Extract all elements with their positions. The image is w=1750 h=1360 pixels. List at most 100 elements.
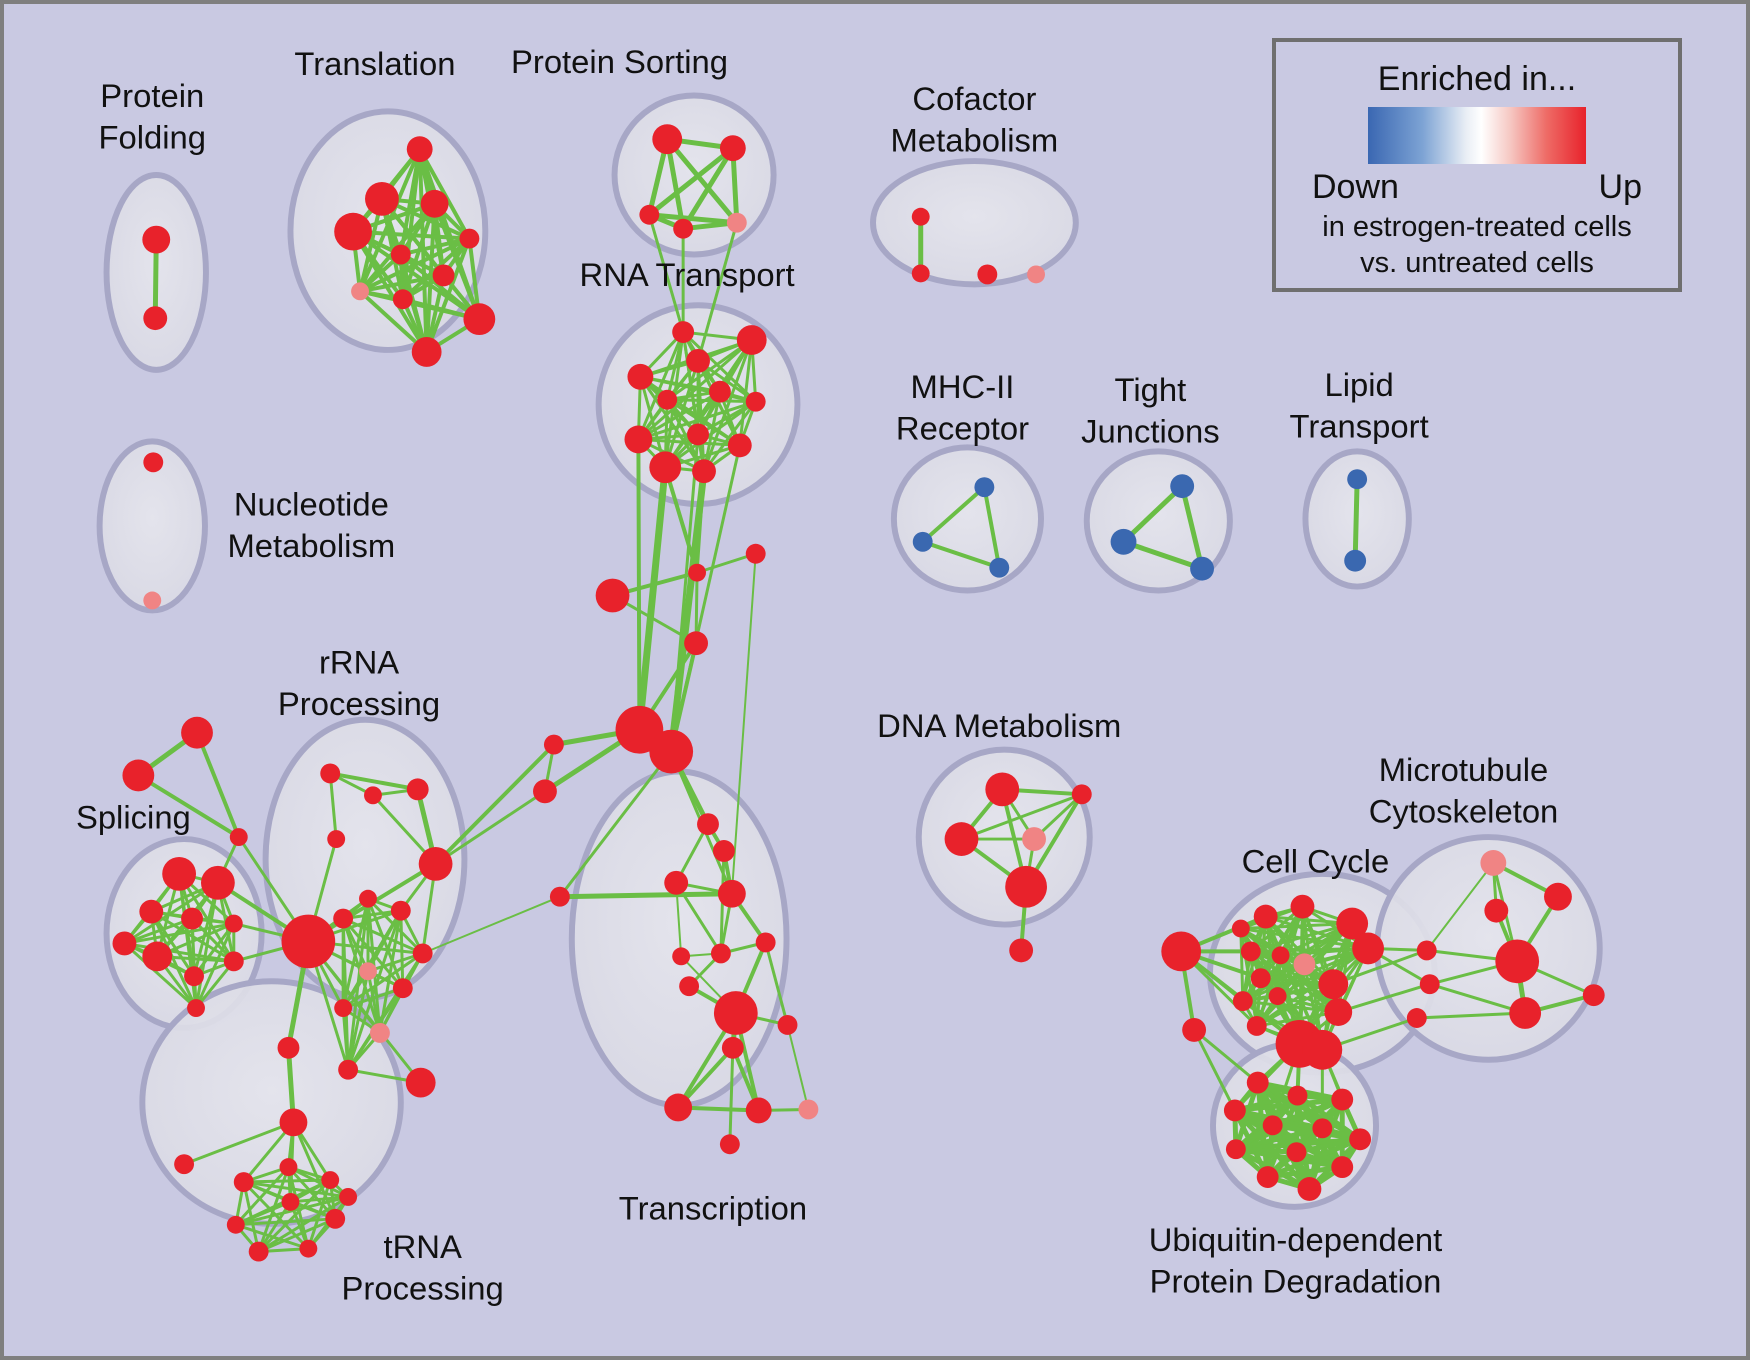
edge — [696, 221, 739, 363]
gene-set-node — [911, 264, 930, 283]
edge — [1270, 1122, 1345, 1170]
edge — [702, 400, 758, 473]
edge — [432, 201, 482, 322]
gene-set-node — [745, 391, 766, 412]
edge — [695, 552, 758, 575]
gene-set-node — [692, 459, 716, 484]
edge — [702, 390, 722, 473]
edge — [636, 400, 758, 441]
cluster-label-mhc-ii-receptor: MHC-II Receptor — [896, 368, 1029, 446]
gene-set-node — [320, 763, 341, 784]
gene-set-node — [233, 1172, 254, 1192]
gene-set-node — [248, 1241, 269, 1262]
edge — [702, 338, 754, 473]
cluster-ellipse-cofactor-metabolism — [870, 158, 1079, 288]
edge — [358, 236, 472, 294]
gene-set-node — [627, 363, 654, 390]
gene-set-node — [229, 828, 248, 847]
gene-set-node — [1582, 984, 1605, 1007]
gene-set-node — [432, 264, 455, 287]
edge — [730, 552, 757, 895]
gene-set-node — [736, 325, 767, 355]
gene-set-node — [112, 931, 137, 956]
gene-set-node — [684, 631, 708, 656]
network-canvas: Protein Folding Translation Protein Sorting… — [76, 43, 1605, 1306]
gene-set-node — [672, 947, 691, 966]
edge — [136, 773, 241, 840]
gene-set-node — [686, 348, 710, 373]
gene-set-node — [420, 189, 449, 218]
cluster-label-cell-cycle: Cell Cycle — [1242, 842, 1390, 879]
edge — [1239, 927, 1245, 1003]
edge — [194, 959, 236, 1010]
edge — [636, 390, 722, 441]
gene-set-node — [359, 962, 377, 981]
edge — [328, 771, 420, 792]
edge — [424, 236, 472, 354]
gene-set-node — [1331, 1156, 1354, 1179]
gene-set-node — [418, 847, 453, 881]
gene-set-node — [1347, 469, 1368, 490]
edge — [341, 1006, 350, 1072]
gene-set-node — [405, 1067, 436, 1098]
gene-set-node — [1268, 987, 1287, 1006]
gene-set-node — [672, 321, 695, 343]
gene-set-node — [649, 729, 694, 774]
edge — [638, 375, 706, 473]
edge — [122, 917, 194, 945]
edge — [1121, 539, 1205, 572]
edge — [122, 941, 236, 963]
cluster-label-protein-folding: Protein Folding — [98, 77, 206, 155]
edge — [1276, 946, 1370, 998]
gene-set-node — [339, 1187, 358, 1206]
gene-set-node — [710, 943, 731, 964]
gene-set-node — [406, 136, 433, 163]
gene-set-node — [334, 212, 372, 251]
edge — [346, 969, 370, 1072]
cluster-label-ubiquitin-degradation: Ubiquitin-dependent Protein Degradation — [1149, 1221, 1443, 1299]
gene-set-node — [1231, 919, 1250, 938]
gene-set-node — [281, 1192, 300, 1211]
gene-set-node — [334, 999, 353, 1018]
gene-set-node — [1290, 894, 1315, 919]
edge — [149, 910, 198, 1010]
gene-set-node — [974, 477, 995, 498]
gene-set-node — [359, 889, 377, 908]
gene-set-node — [1256, 1166, 1279, 1188]
gene-set-node — [392, 289, 413, 310]
edge — [920, 485, 987, 544]
edge — [1428, 982, 1527, 1015]
edge — [663, 400, 758, 469]
gene-set-node — [657, 389, 678, 410]
gene-set-node — [1352, 932, 1384, 965]
gene-set-node — [1344, 549, 1367, 572]
gene-set-node — [1223, 1099, 1246, 1122]
gene-set-node — [989, 557, 1010, 578]
gene-set-node — [333, 908, 354, 929]
gene-set-node — [1240, 941, 1261, 962]
cluster-label-tight-junctions: Tight Junctions — [1081, 371, 1220, 449]
gene-set-node — [712, 840, 735, 862]
edge — [1352, 476, 1360, 564]
cluster-ellipse-nucleotide-metabolism — [96, 438, 208, 614]
gene-set-node — [944, 822, 979, 856]
gene-set-node — [1232, 991, 1253, 1012]
gene-set-node — [745, 1097, 772, 1124]
edge — [1239, 922, 1354, 931]
gene-set-node — [1495, 939, 1540, 984]
edge — [680, 145, 736, 232]
edge — [667, 467, 708, 756]
edge — [1336, 982, 1432, 1014]
legend-down-label: Down — [1312, 168, 1399, 206]
gene-set-node — [1484, 898, 1509, 923]
gene-set-node — [1318, 969, 1349, 1000]
edge — [398, 236, 472, 257]
edge — [1192, 1028, 1260, 1085]
cluster-label-cofactor-metabolism: Cofactor Metabolism — [891, 80, 1059, 158]
edge — [920, 539, 1002, 570]
edge — [234, 1217, 337, 1227]
gene-set-node — [1246, 1071, 1269, 1094]
gene-set-node — [181, 907, 203, 930]
edge — [234, 1165, 290, 1227]
gene-set-node — [912, 531, 933, 552]
